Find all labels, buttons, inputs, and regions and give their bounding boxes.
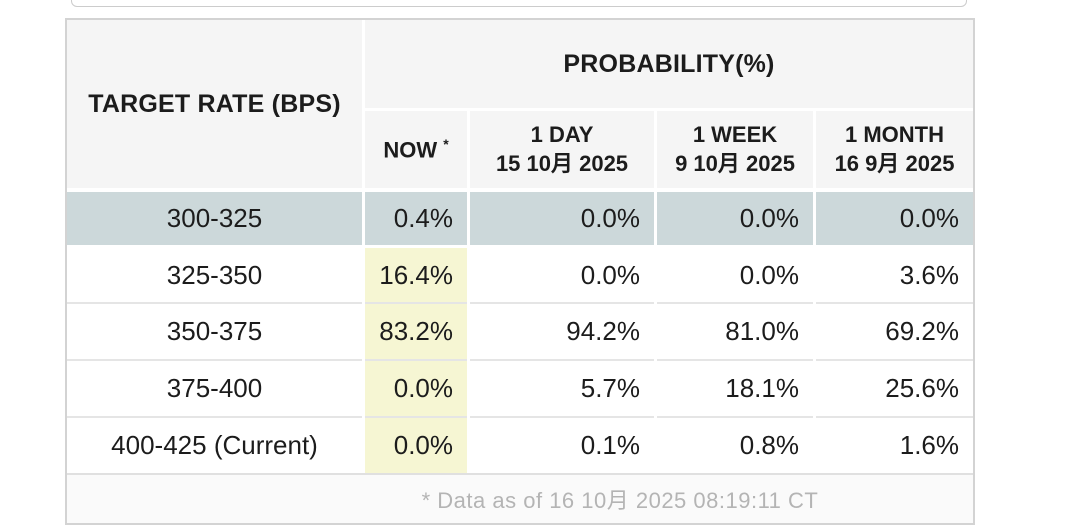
column-header-1day-date: 15 10月 2025 [495,150,629,176]
cell-now-325-350: 16.4% [365,245,467,302]
cell-1day-375-400: 5.7% [470,359,654,416]
table-row-target-400-425-current: 400-425 (Current) [67,416,362,473]
cell-1week-350-375: 81.0% [657,302,813,359]
column-header-now-label: NOW * [383,135,449,162]
cell-now-400-425: 0.0% [365,416,467,473]
cell-1day-325-350: 0.0% [470,245,654,302]
table-row-target-325-350: 325-350 [67,245,362,302]
cell-1day-300-325: 0.0% [470,188,654,245]
column-header-1month-label: 1 MONTH [845,121,944,147]
cell-1day-400-425: 0.1% [470,416,654,473]
probability-header: PROBABILITY(%) [365,20,973,108]
column-header-1week-label: 1 WEEK [692,121,778,147]
cell-now-350-375: 83.2% [365,302,467,359]
cell-1month-300-325: 0.0% [816,188,973,245]
column-header-1week-date: 9 10月 2025 [675,150,795,176]
cell-1month-325-350: 3.6% [816,245,973,302]
cell-now-375-400: 0.0% [365,359,467,416]
column-header-1day-label: 1 DAY [530,121,594,147]
column-header-1week: 1 WEEK 9 10月 2025 [657,108,813,188]
table-row-target-300-325: 300-325 [67,188,362,245]
cell-1week-400-425: 0.8% [657,416,813,473]
column-header-1month: 1 MONTH 16 9月 2025 [816,108,973,188]
probability-header-label: PROBABILITY(%) [563,49,775,78]
cell-1week-375-400: 18.1% [657,359,813,416]
footnote-asterisk-icon: * [443,135,449,152]
column-header-1month-date: 16 9月 2025 [834,150,955,176]
cell-1month-350-375: 69.2% [816,302,973,359]
cell-1week-325-350: 0.0% [657,245,813,302]
cropped-panel-bottom-edge [71,0,967,7]
cell-now-300-325: 0.4% [365,188,467,245]
column-header-now: NOW * [365,108,467,188]
data-as-of-footnote: * Data as of 16 10月 2025 08:19:11 CT [67,473,973,523]
cell-1month-375-400: 25.6% [816,359,973,416]
cell-1month-400-425: 1.6% [816,416,973,473]
cell-1week-300-325: 0.0% [657,188,813,245]
corner-header-label: TARGET RATE (BPS) [88,89,341,118]
rate-probability-table: TARGET RATE (BPS) PROBABILITY(%) NOW * 1… [65,18,975,525]
corner-header-target-rate: TARGET RATE (BPS) [67,20,362,188]
cell-1day-350-375: 94.2% [470,302,654,359]
table-row-target-375-400: 375-400 [67,359,362,416]
column-header-1day: 1 DAY 15 10月 2025 [470,108,654,188]
table-row-target-350-375: 350-375 [67,302,362,359]
